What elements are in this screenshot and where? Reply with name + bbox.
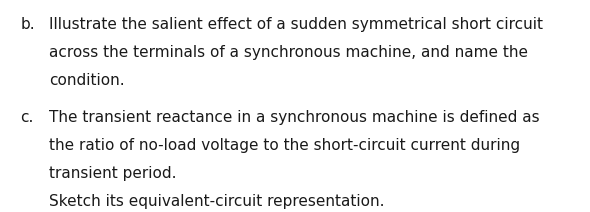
Text: transient period.: transient period. [50, 166, 177, 181]
Text: the ratio of no-load voltage to the short-circuit current during: the ratio of no-load voltage to the shor… [50, 138, 520, 153]
Text: c.: c. [20, 110, 34, 125]
Text: across the terminals of a synchronous machine, and name the: across the terminals of a synchronous ma… [50, 45, 528, 60]
Text: condition.: condition. [50, 73, 125, 88]
Text: The transient reactance in a synchronous machine is defined as: The transient reactance in a synchronous… [50, 110, 540, 125]
Text: b.: b. [20, 17, 35, 32]
Text: Sketch its equivalent-circuit representation.: Sketch its equivalent-circuit representa… [50, 194, 385, 209]
Text: Illustrate the salient effect of a sudden symmetrical short circuit: Illustrate the salient effect of a sudde… [50, 17, 543, 32]
